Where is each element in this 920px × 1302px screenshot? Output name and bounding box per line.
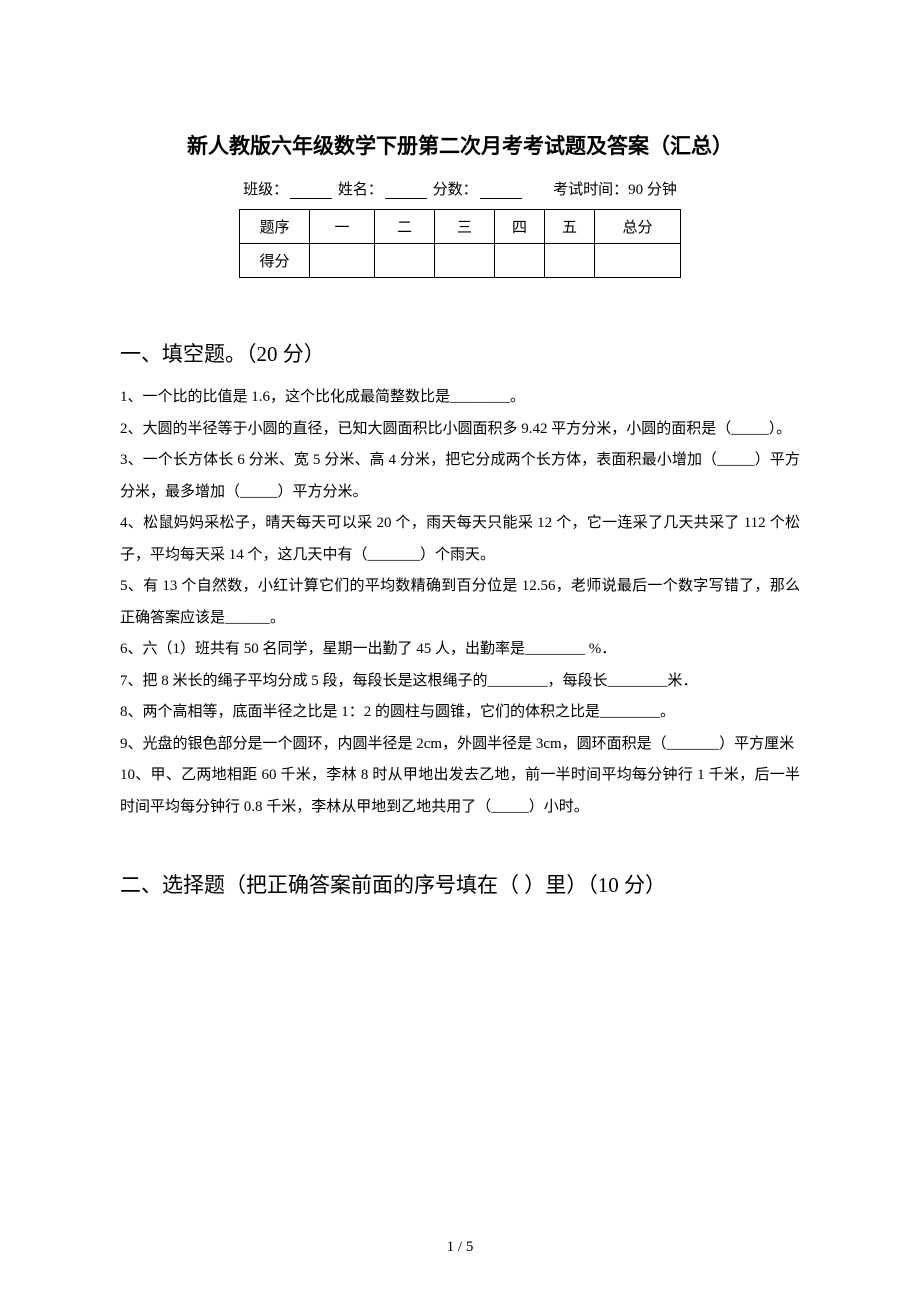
th-total: 总分: [595, 210, 681, 244]
td-score-label: 得分: [240, 244, 310, 278]
question-6: 6、六（1）班共有 50 名同学，星期一出勤了 45 人，出勤率是_______…: [120, 634, 800, 666]
td-empty: [310, 244, 375, 278]
time-label: 考试时间：90 分钟: [553, 182, 677, 198]
question-8: 8、两个高相等，底面半径之比是 1：2 的圆柱与圆锥，它们的体积之比是_____…: [120, 697, 800, 729]
td-empty: [595, 244, 681, 278]
th-seq: 题序: [240, 210, 310, 244]
td-empty: [495, 244, 545, 278]
page-number: 1 / 5: [0, 1239, 920, 1256]
score-blank: [480, 198, 522, 199]
th-2: 二: [375, 210, 435, 244]
score-table: 题序 一 二 三 四 五 总分 得分: [239, 209, 681, 278]
table-row: 得分: [240, 244, 681, 278]
question-9: 9、光盘的银色部分是一个圆环，内圆半径是 2cm，外圆半径是 3cm，圆环面积是…: [120, 729, 800, 761]
class-label: 班级：: [243, 182, 288, 198]
question-7: 7、把 8 米长的绳子平均分成 5 段，每段长是这根绳子的________，每段…: [120, 666, 800, 698]
section2-heading: 二、选择题（把正确答案前面的序号填在（ ）里）（10 分）: [120, 869, 800, 899]
th-1: 一: [310, 210, 375, 244]
question-1: 1、一个比的比值是 1.6，这个比化成最简整数比是________。: [120, 382, 800, 414]
th-3: 三: [435, 210, 495, 244]
table-row: 题序 一 二 三 四 五 总分: [240, 210, 681, 244]
question-2: 2、大圆的半径等于小圆的直径，已知大圆面积比小圆面积多 9.42 平方分米，小圆…: [120, 414, 800, 446]
name-label: 姓名：: [338, 182, 383, 198]
class-blank: [290, 198, 332, 199]
question-3: 3、一个长方体长 6 分米、宽 5 分米、高 4 分米，把它分成两个长方体，表面…: [120, 445, 800, 508]
name-blank: [385, 198, 427, 199]
td-empty: [375, 244, 435, 278]
exam-title: 新人教版六年级数学下册第二次月考考试题及答案（汇总）: [120, 130, 800, 160]
td-empty: [545, 244, 595, 278]
td-empty: [435, 244, 495, 278]
question-10: 10、甲、乙两地相距 60 千米，李林 8 时从甲地出发去乙地，前一半时间平均每…: [120, 760, 800, 823]
score-label: 分数：: [433, 182, 478, 198]
info-row: 班级： 姓名： 分数： 考试时间：90 分钟: [120, 178, 800, 199]
section1-heading: 一、填空题。（20 分）: [120, 338, 800, 368]
th-4: 四: [495, 210, 545, 244]
question-4: 4、松鼠妈妈采松子，晴天每天可以采 20 个，雨天每天只能采 12 个，它一连采…: [120, 508, 800, 571]
question-5: 5、有 13 个自然数，小红计算它们的平均数精确到百分位是 12.56，老师说最…: [120, 571, 800, 634]
page: 新人教版六年级数学下册第二次月考考试题及答案（汇总） 班级： 姓名： 分数： 考…: [0, 0, 920, 1302]
th-5: 五: [545, 210, 595, 244]
